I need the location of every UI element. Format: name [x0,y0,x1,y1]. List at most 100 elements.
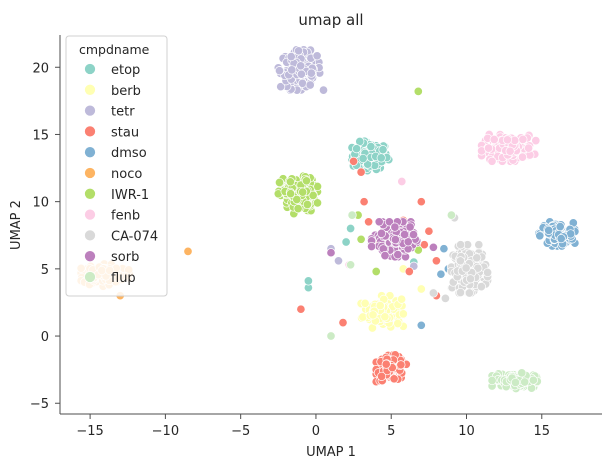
point-sorb [390,222,400,232]
legend-label: CA-074 [111,229,158,244]
point-etop [341,237,351,247]
point-ca-074 [428,288,438,298]
point-dmso [556,234,566,244]
point-ca-074 [464,288,474,298]
point-ca-074 [455,287,466,298]
point-fenb [502,135,512,145]
point-fenb [518,134,528,144]
x-tick-label: −10 [152,424,179,439]
y-tick-label: 0 [41,330,49,345]
legend-title: cmpdname [79,42,150,57]
legend-marker [84,125,96,138]
point-stau [364,217,374,227]
y-tick-label: −5 [30,397,49,412]
point-iwr-1 [286,189,296,199]
point-stau [381,359,391,369]
point-flup [510,377,521,388]
point-berb [368,310,378,320]
point-ca-074 [472,253,482,263]
legend-label: tetr [111,105,135,120]
x-axis-label: UMAP 1 [306,445,356,460]
point-sorb [408,230,419,240]
points-layer [76,45,580,394]
point-stau [349,156,359,166]
legend-label: flup [111,271,136,286]
point-sorb [376,228,387,238]
point-fenb [531,136,541,146]
point-berb [380,312,390,322]
point-tetr [297,78,308,88]
legend-label: noco [111,167,142,182]
point-ca-074 [483,267,493,278]
legend-marker [84,63,96,75]
point-flup [326,331,336,341]
point-tetr [333,256,344,266]
point-flup [517,368,527,378]
point-stau [389,374,399,384]
point-stau [296,304,306,314]
point-ca-074 [461,263,471,273]
legend-marker [84,208,96,221]
point-ca-074 [474,240,484,250]
point-berb [398,309,408,319]
point-tetr [318,85,329,95]
point-flup [346,260,356,270]
point-sorb [374,217,384,227]
point-dmso [439,244,449,254]
x-tick-label: 10 [458,424,475,439]
point-berb [397,294,407,304]
legend-label: fenb [111,209,140,224]
x-tick-label: 5 [387,424,395,439]
point-iwr-1 [274,177,285,188]
point-etop [346,223,356,234]
point-sorb [380,251,390,261]
x-tick-label: 0 [312,424,320,439]
point-stau [431,256,441,266]
x-tick-label: 15 [534,424,551,439]
point-sorb [390,235,400,245]
x-tick-label: −15 [76,424,103,439]
legend-marker [84,229,96,242]
point-flup [520,377,530,387]
point-fenb [489,134,499,145]
point-stau [404,266,414,277]
legend-marker [84,83,96,96]
point-fenb [487,156,497,166]
point-iwr-1 [308,190,318,200]
legend-label: sorb [111,250,139,265]
point-ca-074 [465,274,476,284]
y-tick-label: 15 [32,128,49,143]
point-tetr [287,65,297,75]
x-ticks: −15 −10 −5 0 5 10 15 [76,414,550,439]
point-etop [303,276,313,286]
chart-title: umap all [298,11,363,29]
point-berb [393,318,403,329]
point-ca-074 [473,263,483,273]
x-tick-label: −5 [231,424,250,439]
point-tetr [305,80,315,90]
point-iwr-1 [413,86,423,96]
point-stau [377,371,387,381]
point-sorb [400,229,410,240]
point-etop [352,144,362,154]
point-sorb [326,248,336,258]
point-sorb [367,241,377,252]
point-iwr-1 [371,266,381,277]
point-ca-074 [455,256,465,266]
legend-label: berb [111,84,141,99]
point-ca-074 [456,240,466,250]
point-stau [359,197,369,207]
point-tetr [294,46,304,56]
point-tetr [296,61,306,71]
legend-marker [84,146,96,159]
point-iwr-1 [301,176,312,186]
point-iwr-1 [302,199,312,210]
legend-marker [84,250,96,263]
point-iwr-1 [293,204,303,214]
point-flup [528,375,538,385]
point-etop [378,145,388,155]
point-fenb [397,176,407,187]
point-flup [347,210,357,220]
legend-marker [84,271,96,283]
